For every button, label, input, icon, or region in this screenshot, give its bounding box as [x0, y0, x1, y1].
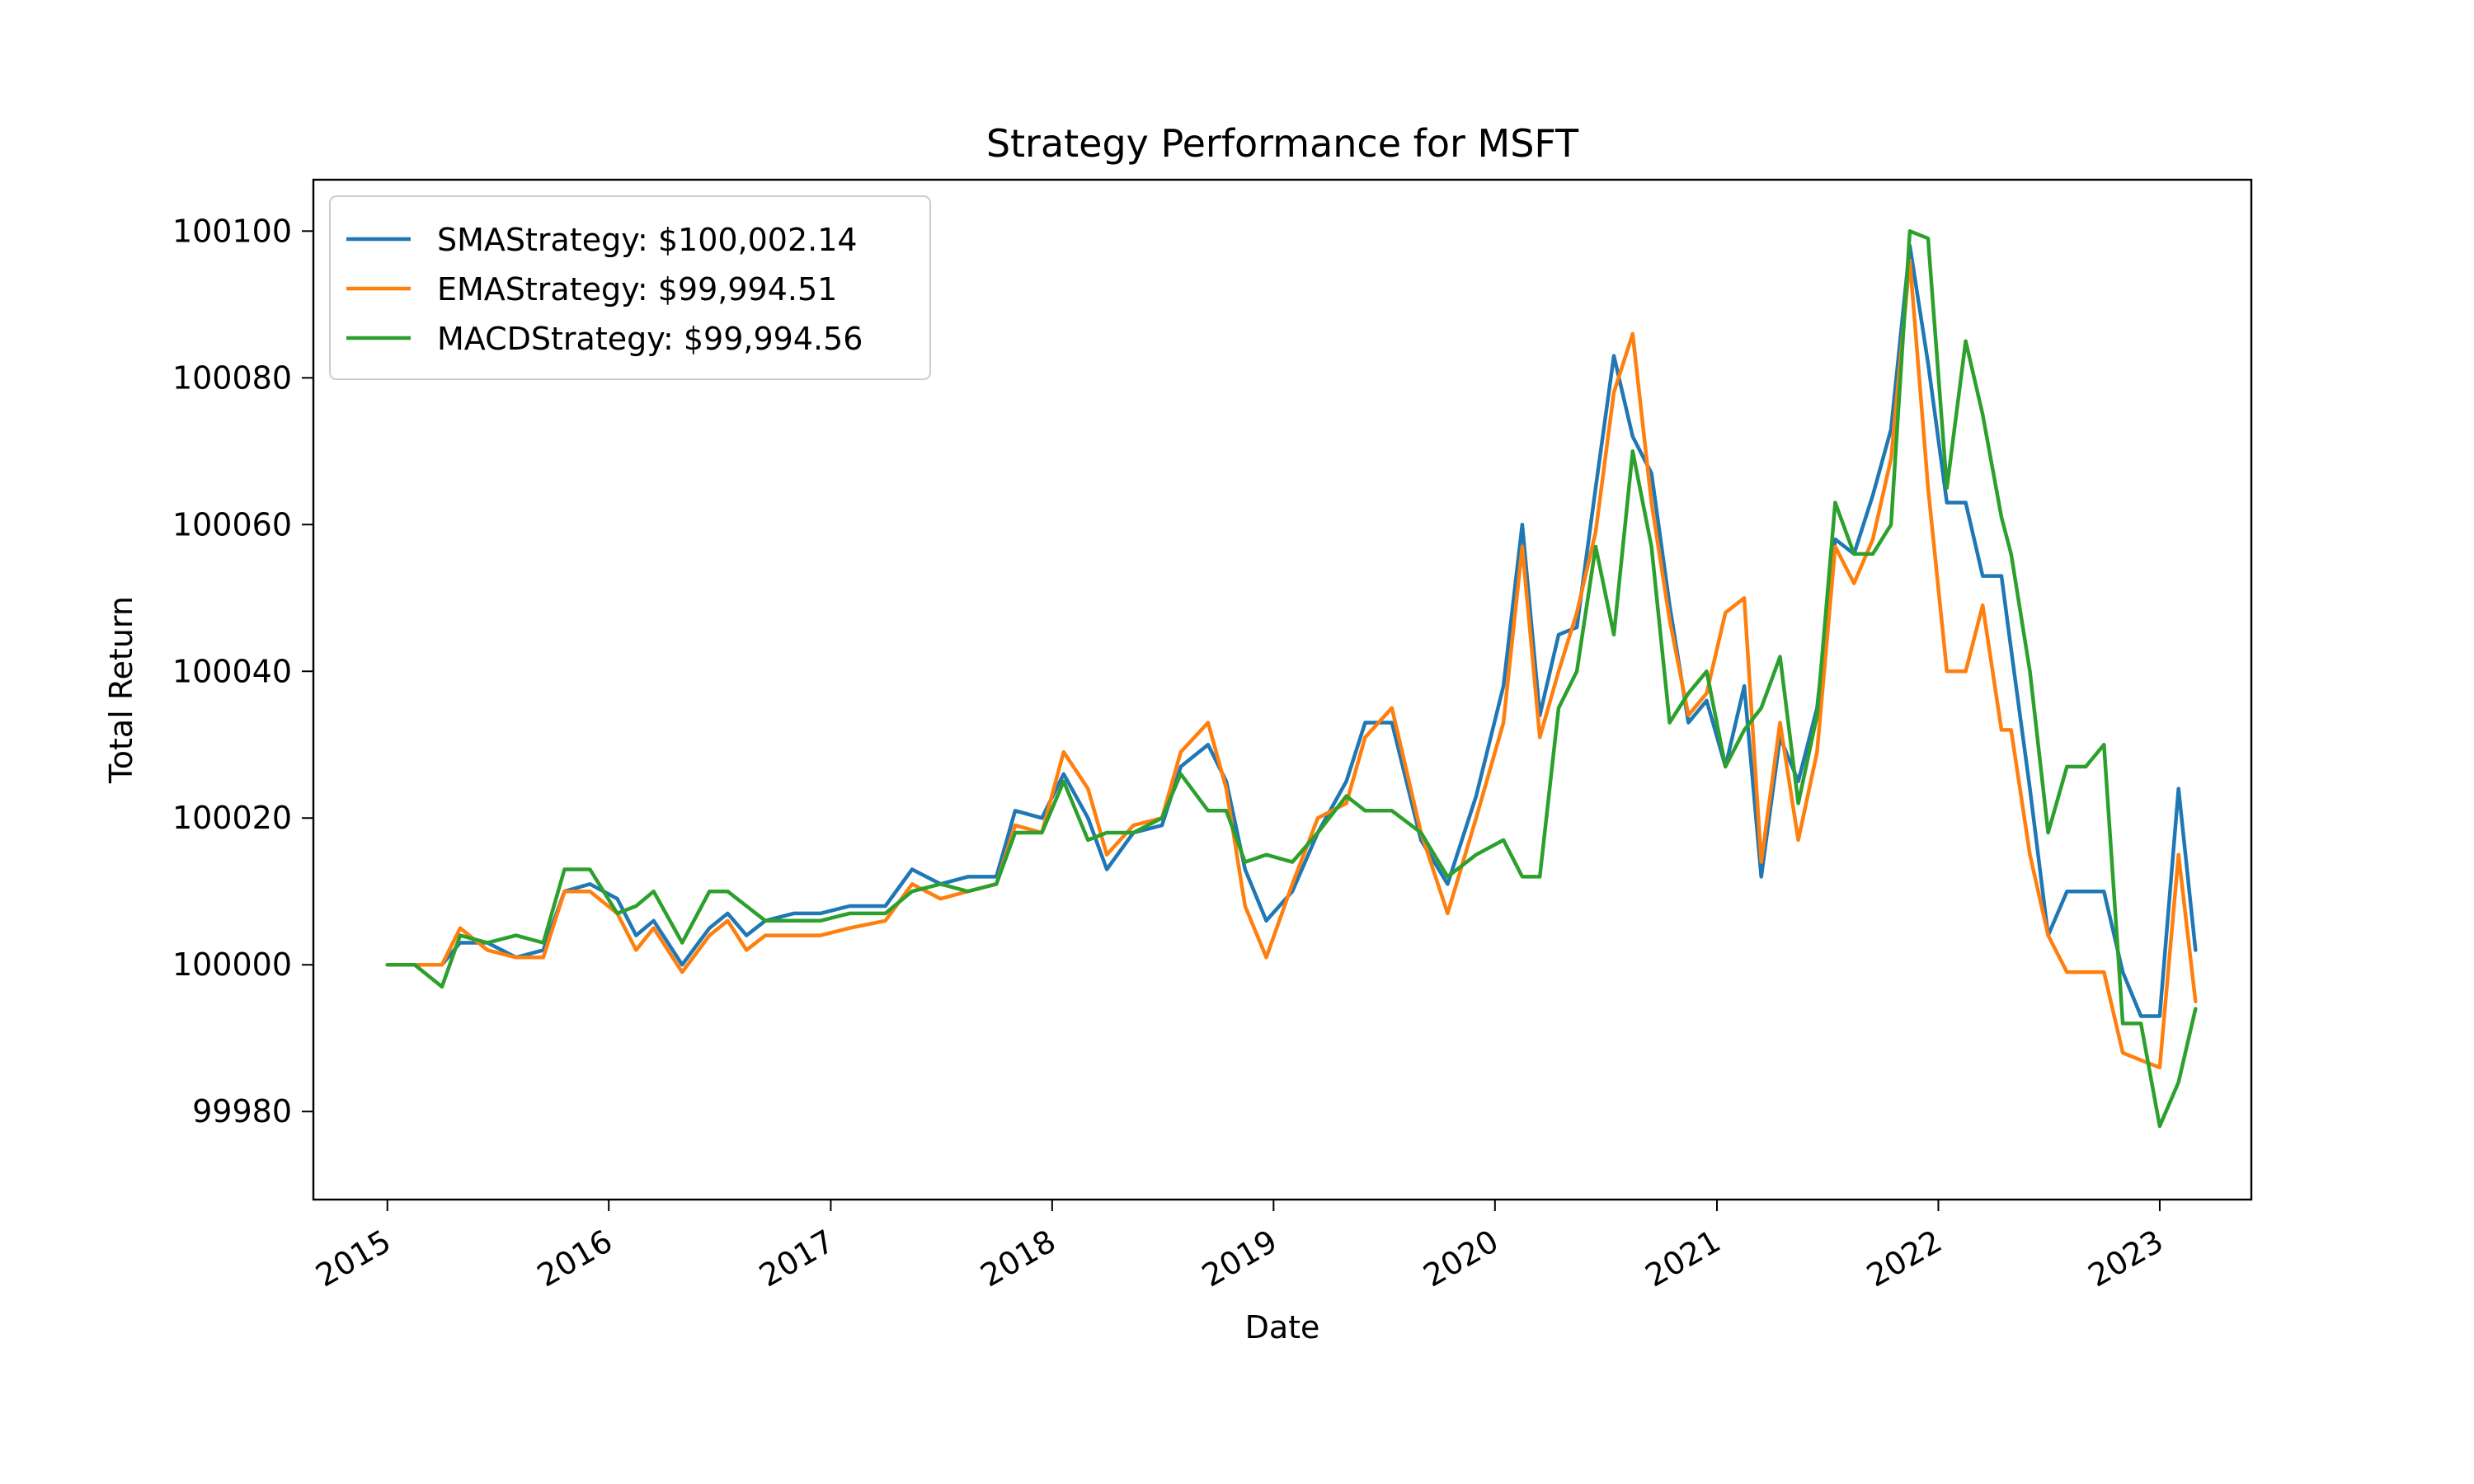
series-line-3 — [385, 229, 2198, 1129]
y-tick-label: 100060 — [172, 506, 292, 542]
legend-label: MACDStrategy: $99,994.56 — [437, 321, 863, 357]
y-tick-label: 99980 — [192, 1093, 292, 1129]
chart-title: Strategy Performance for MSFT — [986, 121, 1579, 166]
legend-label: EMAStrategy: $99,994.51 — [437, 271, 837, 308]
legend-box — [329, 195, 931, 380]
legend: SMAStrategy: $100,002.14 EMAStrategy: $99… — [329, 195, 931, 380]
series-line-1 — [385, 243, 2198, 1018]
y-tick-label: 100000 — [172, 946, 292, 983]
series-line-2 — [385, 258, 2198, 1070]
legend-label: SMAStrategy: $100,002.14 — [437, 222, 858, 258]
x-axis-title: Date — [1245, 1309, 1320, 1345]
y-tick-label: 100100 — [172, 213, 292, 249]
y-axis-title: Total Return — [103, 596, 139, 784]
y-tick-label: 100080 — [172, 359, 292, 396]
y-tick-label: 100040 — [172, 653, 292, 689]
y-tick-label: 100020 — [172, 800, 292, 836]
series-layer — [385, 229, 2198, 1129]
y-axis: 99980 100000 100020 100040 100060 100080 10010… — [172, 213, 313, 1129]
plot-frame — [312, 178, 2253, 1201]
